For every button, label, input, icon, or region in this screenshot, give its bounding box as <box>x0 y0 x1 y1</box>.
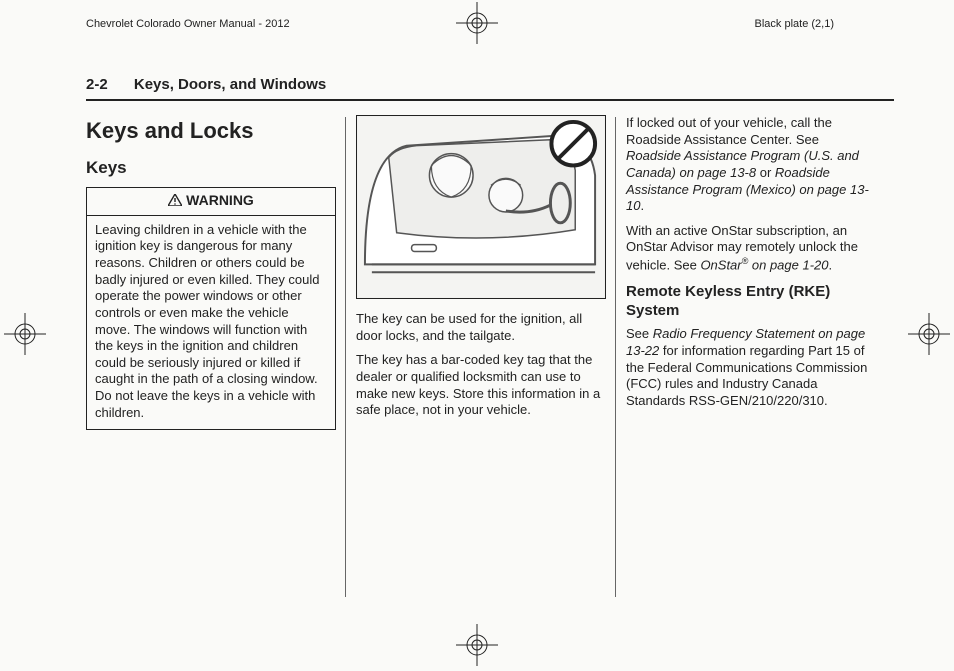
column-3: If locked out of your vehicle, call the … <box>626 115 876 430</box>
col3-p1-post: . <box>640 198 644 213</box>
col3-p2-ital: OnStar <box>700 257 741 272</box>
column-1: Keys and Locks Keys WARNING Leaving chil… <box>86 115 336 430</box>
page-number: 2-2 <box>86 76 108 93</box>
col2-p1: The key can be used for the ignition, al… <box>356 311 606 344</box>
col2-p2: The key has a bar-coded key tag that the… <box>356 352 606 419</box>
col3-p1: If locked out of your vehicle, call the … <box>626 115 876 215</box>
printer-header: Chevrolet Colorado Owner Manual - 2012 B… <box>86 18 894 40</box>
col3-p3-pre: See <box>626 326 653 341</box>
section-heading: Keys and Locks <box>86 117 336 145</box>
subsection-heading-rke: Remote Keyless Entry (RKE) System <box>626 282 876 320</box>
crop-mark-right <box>908 313 950 355</box>
subsection-heading-keys: Keys <box>86 157 336 179</box>
crop-mark-left <box>4 313 46 355</box>
warning-box-header: WARNING <box>87 188 335 216</box>
warning-body: Leaving children in a vehicle with the i… <box>87 216 335 430</box>
warning-label: WARNING <box>186 192 254 208</box>
warning-triangle-icon <box>168 193 182 211</box>
col3-p1-pre: If locked out of your vehicle, call the … <box>626 115 832 147</box>
col3-p2-post: . <box>829 257 833 272</box>
running-head: 2-2 Keys, Doors, and Windows <box>86 76 894 99</box>
chapter-title: Keys, Doors, and Windows <box>134 76 326 93</box>
warning-box: WARNING Leaving children in a vehicle wi… <box>86 187 336 430</box>
plate-label: Black plate (2,1) <box>755 18 834 30</box>
columns: Keys and Locks Keys WARNING Leaving chil… <box>86 115 894 430</box>
manual-title: Chevrolet Colorado Owner Manual - 2012 <box>86 18 290 30</box>
keys-illustration <box>356 115 606 299</box>
page-content: 2-2 Keys, Doors, and Windows Keys and Lo… <box>86 76 894 628</box>
column-2: The key can be used for the ignition, al… <box>356 115 606 430</box>
col3-p3: See Radio Frequency Statement on page 13… <box>626 326 876 409</box>
crop-mark-bottom <box>456 624 498 666</box>
header-rule <box>86 99 894 101</box>
col3-p3-post: for information regarding Part 15 of the… <box>626 343 867 408</box>
col3-p1-mid: or <box>756 165 775 180</box>
col3-p2: With an active OnStar subscription, an O… <box>626 223 876 274</box>
manual-page: Chevrolet Colorado Owner Manual - 2012 B… <box>0 0 954 668</box>
col3-p2-ital2: on page 1-20 <box>748 257 828 272</box>
